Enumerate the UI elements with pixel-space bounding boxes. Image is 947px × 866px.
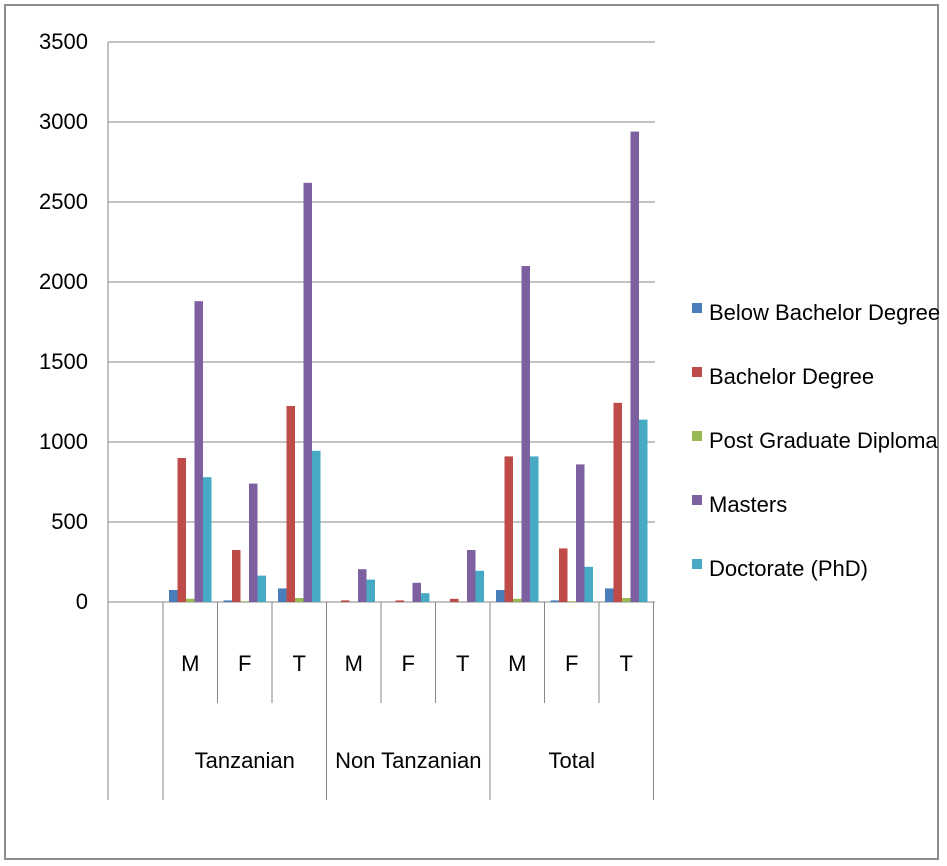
x-tick-label: M	[508, 651, 526, 676]
legend-label: Bachelor Degree	[709, 364, 874, 389]
chart-frame	[4, 4, 939, 860]
x-tick-label: T	[620, 651, 633, 676]
bar	[584, 566, 593, 602]
y-tick-label: 1500	[39, 349, 88, 374]
y-tick-label: 3000	[39, 109, 88, 134]
bar	[496, 590, 505, 602]
x-tick-label: M	[181, 651, 199, 676]
legend-label: Below Bachelor Degree	[709, 300, 940, 325]
x-tick-label: T	[293, 651, 306, 676]
bar	[559, 548, 568, 602]
x-tick-label: M	[345, 651, 363, 676]
bar	[605, 588, 614, 602]
group-label: Tanzanian	[195, 748, 295, 773]
bar	[475, 570, 484, 602]
y-tick-label: 500	[51, 509, 88, 534]
bar	[550, 600, 559, 602]
bar	[286, 406, 295, 602]
bar	[249, 483, 258, 602]
bar	[639, 419, 648, 602]
bar	[521, 266, 530, 602]
bar	[232, 550, 241, 602]
legend-label: Post Graduate Diploma	[709, 428, 938, 453]
bar	[358, 569, 367, 602]
bar	[450, 598, 459, 602]
x-tick-label: F	[402, 651, 415, 676]
bar	[169, 590, 178, 602]
bar	[278, 588, 287, 602]
bar	[613, 402, 622, 602]
bar	[622, 598, 631, 602]
bar	[240, 601, 249, 602]
legend-label: Doctorate (PhD)	[709, 556, 868, 581]
bar	[177, 458, 186, 602]
bar	[513, 598, 522, 602]
bar	[630, 131, 639, 602]
bar	[576, 464, 585, 602]
group-label: Non Tanzanian	[335, 748, 481, 773]
bar	[312, 450, 321, 602]
bar	[295, 598, 304, 602]
bar	[203, 477, 212, 602]
bar	[567, 601, 576, 602]
bar	[395, 600, 404, 602]
legend-swatch	[692, 559, 702, 569]
group-label: Total	[549, 748, 595, 773]
bar	[467, 550, 476, 602]
bar	[303, 182, 312, 603]
y-tick-label: 2500	[39, 189, 88, 214]
bar	[366, 579, 375, 602]
bar	[530, 456, 539, 602]
bar	[341, 600, 350, 602]
x-tick-label: F	[565, 651, 578, 676]
legend-swatch	[692, 495, 702, 505]
legend-label: Masters	[709, 492, 787, 517]
bar	[194, 301, 203, 602]
legend-swatch	[692, 431, 702, 441]
y-tick-label: 3500	[39, 29, 88, 54]
x-tick-label: F	[238, 651, 251, 676]
bar	[412, 582, 421, 602]
bar	[504, 456, 513, 602]
y-tick-label: 2000	[39, 269, 88, 294]
legend-swatch	[692, 303, 702, 313]
legend-swatch	[692, 367, 702, 377]
bar	[421, 593, 430, 602]
y-tick-label: 0	[76, 589, 88, 614]
bar	[257, 575, 266, 602]
bar	[223, 600, 232, 602]
bar	[186, 598, 195, 602]
y-tick-label: 1000	[39, 429, 88, 454]
x-tick-label: T	[456, 651, 469, 676]
